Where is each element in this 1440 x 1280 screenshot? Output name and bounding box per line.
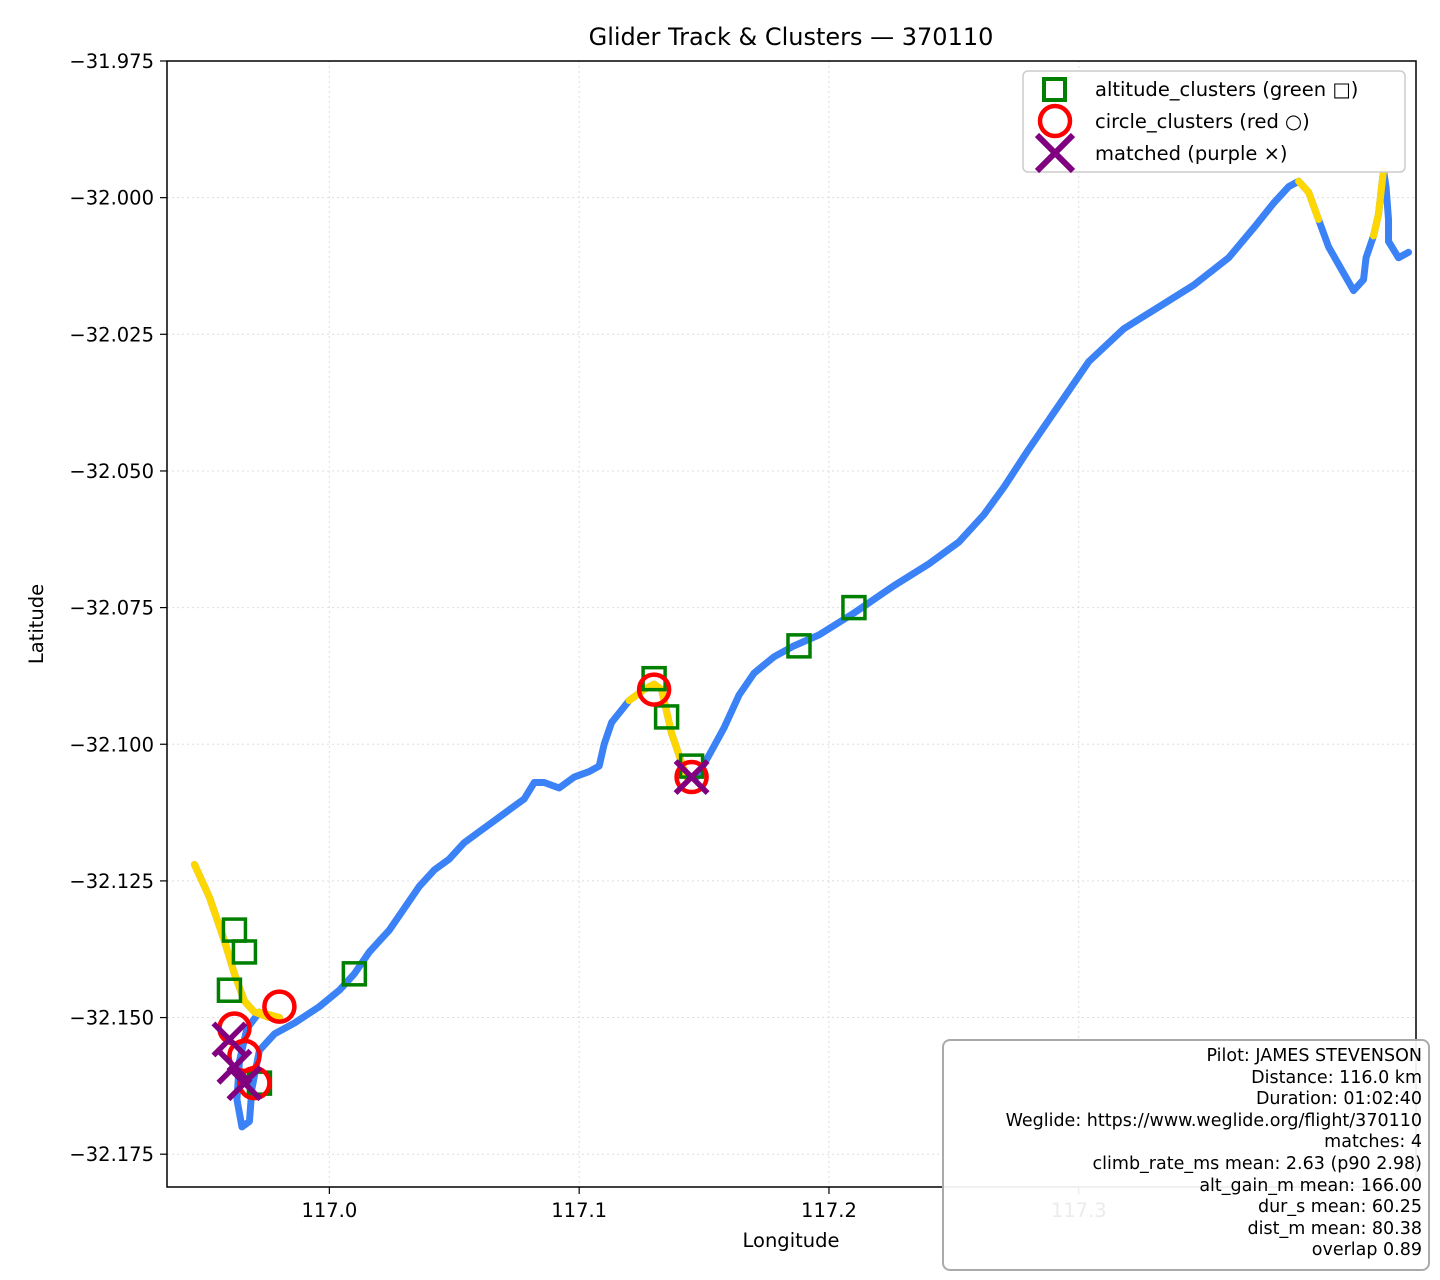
altitude-cluster-marker [786, 633, 812, 659]
info-climb-rate: climb_rate_ms mean: 2.63 (p90 2.98) [1092, 1153, 1422, 1174]
y-tick-label: −32.125 [69, 870, 154, 893]
x-tick-label: 117.2 [801, 1199, 857, 1222]
y-tick-label: −32.000 [69, 187, 154, 210]
track-climb-segment [1295, 177, 1323, 224]
y-tick-label: −32.025 [69, 323, 154, 346]
altitude-cluster-marker [231, 939, 258, 965]
y-axis-label: Latitude [25, 584, 48, 664]
circle-cluster-marker [237, 1065, 272, 1101]
legend-x-marker [1034, 132, 1076, 174]
legend-circle-marker [1037, 103, 1073, 139]
info-duration: Duration: 01:02:40 [1255, 1089, 1422, 1110]
x-tick-label: 117.1 [551, 1199, 607, 1222]
x-tick-label: 117.0 [301, 1199, 357, 1222]
info-overlap: overlap 0.89 [1311, 1240, 1422, 1261]
matched-marker [226, 1065, 263, 1102]
y-tick-label: −32.150 [69, 1007, 154, 1030]
y-tick-label: −32.175 [69, 1143, 154, 1166]
chart-title: Glider Track & Clusters — 370110 [589, 23, 994, 51]
grid-lines [167, 60, 1416, 1187]
circle-cluster-marker [262, 989, 297, 1024]
track-climb-segment [190, 861, 283, 1022]
altitude-cluster-marker [841, 594, 867, 621]
altitude-cluster-marker [653, 704, 680, 730]
y-axis-ticks: −31.975 −32.000 −32.025 −32.050 −32.075 −32.1… [69, 50, 167, 1166]
legend-square-marker [1042, 77, 1067, 102]
y-tick-label: −32.075 [69, 597, 154, 620]
cluster-markers [211, 594, 867, 1102]
y-tick-label: −32.050 [69, 460, 154, 483]
x-axis-label: Longitude [743, 1229, 840, 1252]
info-distance: Distance: 116.0 km [1251, 1067, 1422, 1088]
info-alt-gain: alt_gain_m mean: 166.00 [1199, 1175, 1422, 1196]
info-pilot: Pilot: JAMES STEVENSON [1206, 1046, 1422, 1066]
legend-frame [1022, 70, 1406, 173]
legend-label-circle-clusters: circle_clusters (red ○) [1095, 110, 1310, 133]
matched-marker [211, 1021, 248, 1058]
info-distance-mean: dist_m mean: 80.38 [1247, 1218, 1423, 1239]
flight-info-box: Pilot: JAMES STEVENSON Distance: 116.0 k… [942, 1039, 1430, 1271]
y-tick-label: −32.100 [69, 733, 154, 756]
circle-cluster-marker [636, 672, 672, 707]
plot-frame [166, 60, 1417, 1188]
legend-label-altitude-clusters: altitude_clusters (green □) [1095, 78, 1358, 101]
info-matches: matches: 4 [1324, 1132, 1422, 1153]
flight-track [190, 166, 1413, 1131]
altitude-cluster-marker [216, 977, 243, 1003]
legend-label-matched: matched (purple ×) [1095, 142, 1288, 165]
altitude-cluster-marker [341, 961, 368, 987]
matched-marker [216, 1048, 253, 1085]
info-weglide-url: Weglide: https://www.weglide.org/flight/… [1005, 1110, 1422, 1131]
track-climb-segment [1370, 166, 1388, 240]
info-duration-mean: dur_s mean: 60.25 [1257, 1197, 1422, 1218]
circle-cluster-marker [674, 759, 709, 795]
track-cruise-line [190, 166, 1413, 1131]
y-tick-label: −31.975 [69, 50, 154, 73]
matched-marker [673, 759, 710, 795]
legend: altitude_clusters (green □) circle_clust… [1022, 70, 1406, 174]
